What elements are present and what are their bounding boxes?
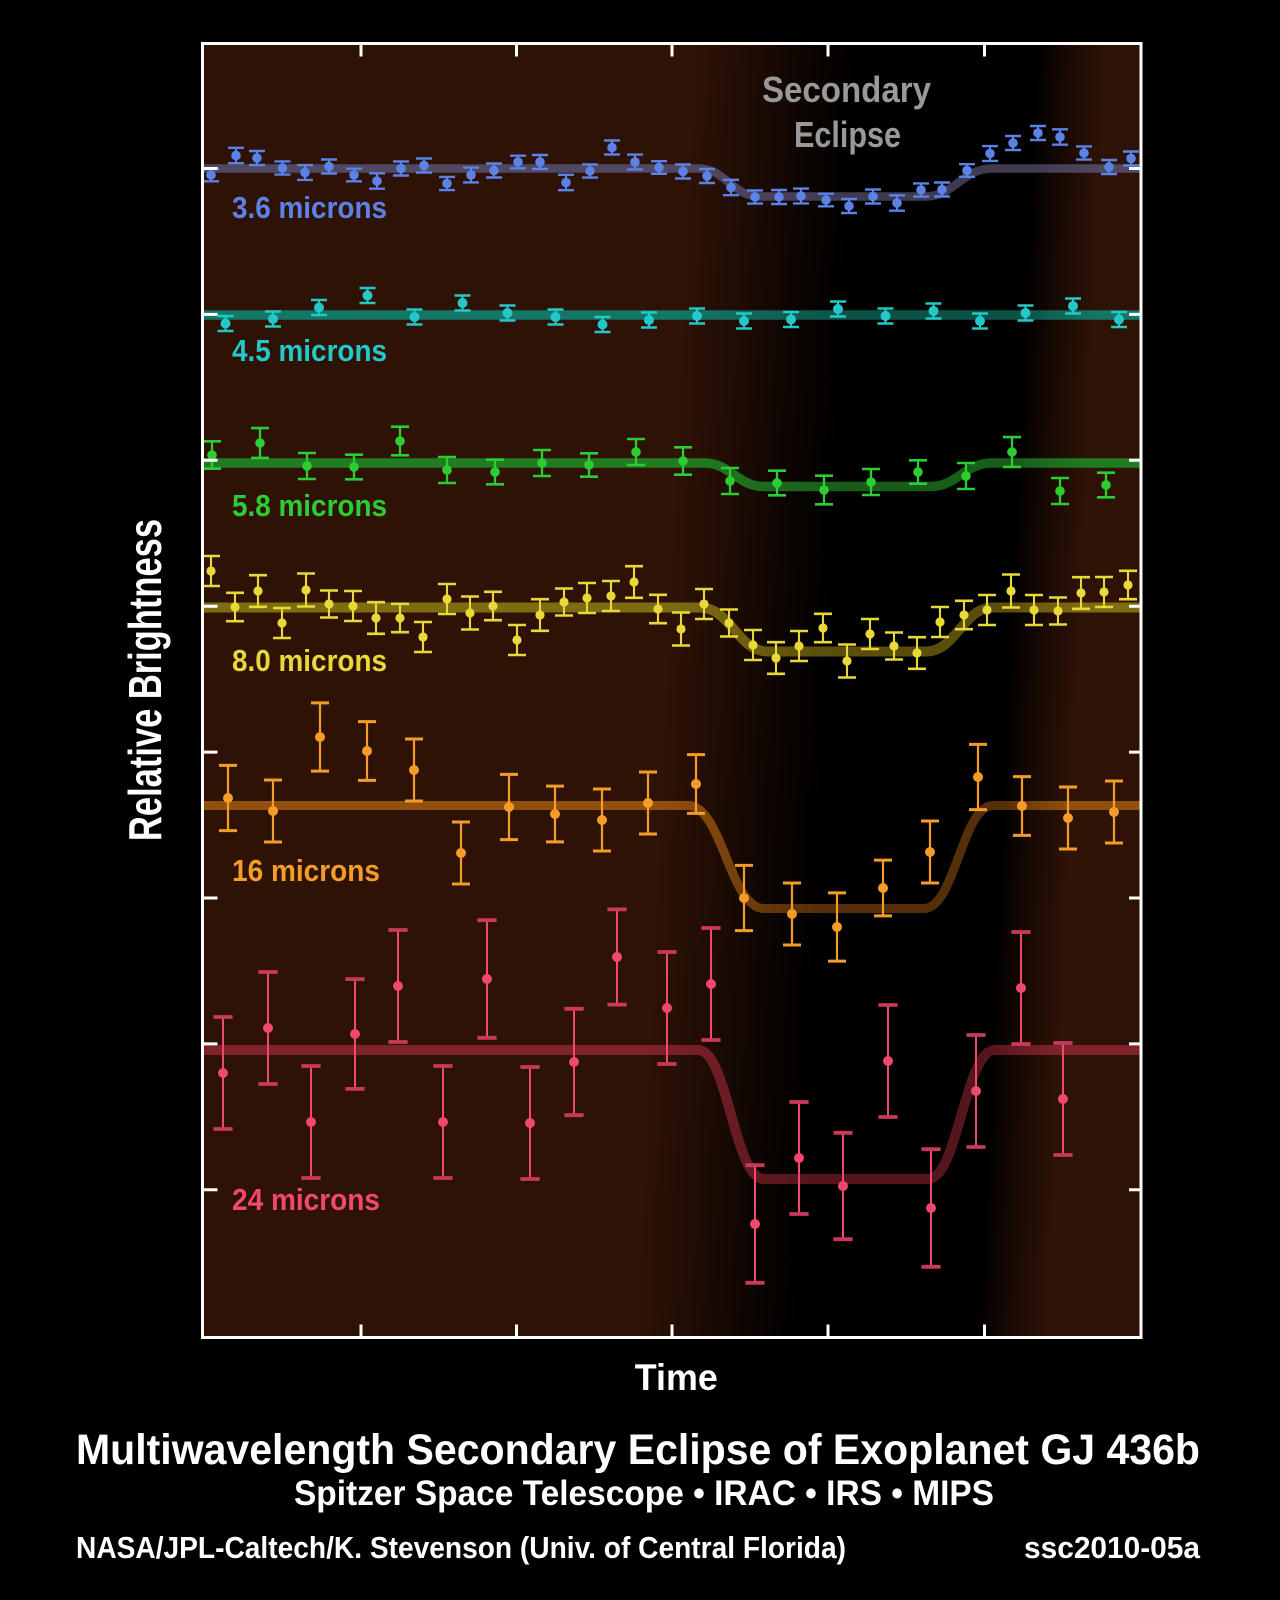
svg-text:NASA/JPL-Caltech/K. Stevenson: NASA/JPL-Caltech/K. Stevenson (Univ. of … [76,1530,846,1565]
svg-text:Relative Brightness: Relative Brightness [119,519,171,841]
svg-text:Spitzer Space Telescope • IRAC: Spitzer Space Telescope • IRAC • IRS • M… [294,1474,994,1513]
svg-text:5.8 microns: 5.8 microns [232,489,387,523]
svg-text:Secondary: Secondary [762,69,932,110]
svg-text:8.0 microns: 8.0 microns [232,644,387,678]
svg-text:Multiwavelength Secondary Ecli: Multiwavelength Secondary Eclipse of Exo… [76,1427,1200,1474]
svg-text:16 microns: 16 microns [232,854,380,888]
svg-text:ssc2010-05a: ssc2010-05a [1024,1530,1201,1565]
svg-text:24 microns: 24 microns [232,1183,380,1217]
svg-text:4.5 microns: 4.5 microns [232,334,387,368]
svg-text:Eclipse: Eclipse [794,114,901,155]
svg-text:Time: Time [635,1357,718,1398]
svg-text:3.6 microns: 3.6 microns [232,191,387,225]
